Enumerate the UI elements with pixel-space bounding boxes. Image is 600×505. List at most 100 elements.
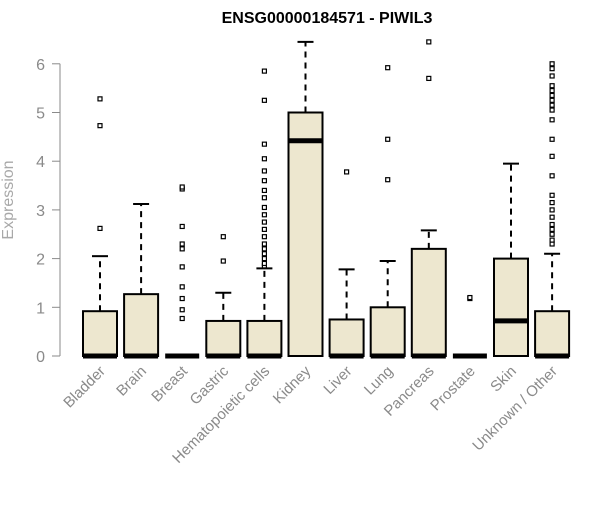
outlier-point bbox=[549, 214, 555, 220]
outlier-point bbox=[549, 83, 555, 89]
outlier-point bbox=[549, 107, 555, 113]
outlier-point bbox=[261, 226, 267, 232]
y-tick-label: 6 bbox=[36, 57, 45, 74]
box-iqr bbox=[287, 111, 324, 357]
box-iqr bbox=[246, 319, 283, 358]
outlier-point bbox=[179, 295, 185, 302]
outlier-point bbox=[261, 256, 267, 262]
box-pancreas bbox=[410, 39, 447, 359]
outlier-point bbox=[261, 212, 267, 218]
box-kidney bbox=[287, 40, 324, 357]
outlier-point bbox=[179, 223, 185, 230]
box-iqr bbox=[328, 318, 365, 358]
x-tick-label-prostate: Prostate bbox=[427, 363, 479, 415]
box-hematopoietic-cells bbox=[246, 68, 283, 359]
x-tick-label-breast: Breast bbox=[148, 362, 191, 405]
outlier-point bbox=[426, 75, 432, 82]
outlier-point bbox=[261, 195, 267, 201]
outlier-point bbox=[261, 241, 267, 247]
outlier-point bbox=[261, 219, 267, 225]
outlier-point bbox=[549, 92, 555, 99]
outlier-point bbox=[179, 241, 185, 247]
outlier-point bbox=[97, 225, 103, 232]
outlier-point bbox=[549, 173, 555, 179]
outlier-point bbox=[261, 141, 267, 147]
outlier-point bbox=[426, 39, 432, 45]
x-tick-label-liver: Liver bbox=[320, 363, 355, 398]
outlier-point bbox=[549, 199, 555, 206]
outlier-point bbox=[549, 87, 555, 94]
outlier-point bbox=[549, 153, 555, 159]
box-unknown-other bbox=[534, 61, 571, 359]
box-skin bbox=[493, 162, 529, 358]
box-iqr bbox=[369, 306, 406, 357]
outlier-point bbox=[261, 187, 267, 194]
outlier-point bbox=[179, 315, 185, 322]
box-iqr bbox=[205, 319, 242, 358]
box-iqr bbox=[534, 310, 571, 358]
outlier-point bbox=[179, 184, 185, 190]
outlier-point bbox=[220, 258, 226, 264]
y-tick-label: 4 bbox=[36, 154, 45, 171]
outlier-point bbox=[261, 251, 267, 257]
outlier-point bbox=[261, 246, 267, 252]
box-iqr bbox=[410, 247, 447, 357]
outlier-point bbox=[385, 65, 391, 71]
y-tick-label: 0 bbox=[36, 349, 45, 366]
outlier-point bbox=[261, 156, 267, 162]
outlier-point bbox=[549, 66, 555, 72]
outlier-point bbox=[220, 234, 226, 240]
outlier-point bbox=[179, 264, 185, 270]
y-tick-label: 3 bbox=[36, 203, 45, 220]
box-iqr bbox=[493, 257, 529, 358]
y-tick-label: 1 bbox=[36, 300, 45, 317]
outlier-point bbox=[261, 204, 267, 211]
y-tick-label: 2 bbox=[36, 252, 45, 269]
outlier-point bbox=[549, 97, 555, 103]
x-tick-label-bladder: Bladder bbox=[60, 363, 109, 412]
boxes-layer bbox=[82, 39, 571, 359]
box-liver bbox=[328, 169, 365, 359]
outlier-point bbox=[261, 234, 267, 240]
outlier-point bbox=[97, 123, 103, 129]
outlier-point bbox=[549, 192, 555, 198]
outlier-point bbox=[549, 117, 555, 123]
box-brain bbox=[123, 203, 160, 359]
x-tick-label-kidney: Kidney bbox=[270, 362, 315, 407]
outlier-point bbox=[385, 136, 391, 142]
outlier-point bbox=[549, 237, 555, 243]
outlier-point bbox=[549, 231, 555, 237]
x-tick-label-skin: Skin bbox=[487, 363, 520, 396]
chart-title: ENSG00000184571 - PIWIL3 bbox=[222, 10, 433, 27]
outlier-point bbox=[549, 221, 555, 228]
outlier-point bbox=[467, 294, 473, 301]
y-axis-label: Expression bbox=[0, 160, 17, 239]
outlier-point bbox=[97, 96, 103, 102]
outlier-point bbox=[179, 246, 185, 252]
outlier-point bbox=[344, 169, 350, 175]
box-prostate bbox=[452, 294, 487, 359]
outlier-point bbox=[549, 61, 555, 67]
box-iqr bbox=[123, 293, 160, 357]
outlier-point bbox=[549, 207, 555, 213]
outlier-point bbox=[549, 73, 555, 79]
box-iqr bbox=[82, 310, 118, 358]
box-lung bbox=[369, 65, 406, 359]
box-breast bbox=[165, 184, 200, 359]
y-axis: 0 1 2 3 4 5 6 bbox=[36, 57, 61, 366]
outlier-point bbox=[261, 168, 267, 174]
outlier-point bbox=[549, 102, 555, 108]
box-bladder bbox=[82, 96, 118, 359]
outlier-point bbox=[261, 260, 267, 267]
box-gastric bbox=[205, 234, 242, 359]
x-tick-label-brain: Brain bbox=[113, 363, 150, 400]
y-tick-label: 5 bbox=[36, 106, 45, 123]
outlier-point bbox=[179, 307, 185, 313]
outlier-point bbox=[385, 177, 391, 183]
outlier-point bbox=[179, 284, 185, 290]
outlier-point bbox=[261, 68, 267, 74]
outlier-point bbox=[549, 226, 555, 232]
outlier-point bbox=[261, 97, 267, 103]
outlier-point bbox=[261, 178, 267, 184]
